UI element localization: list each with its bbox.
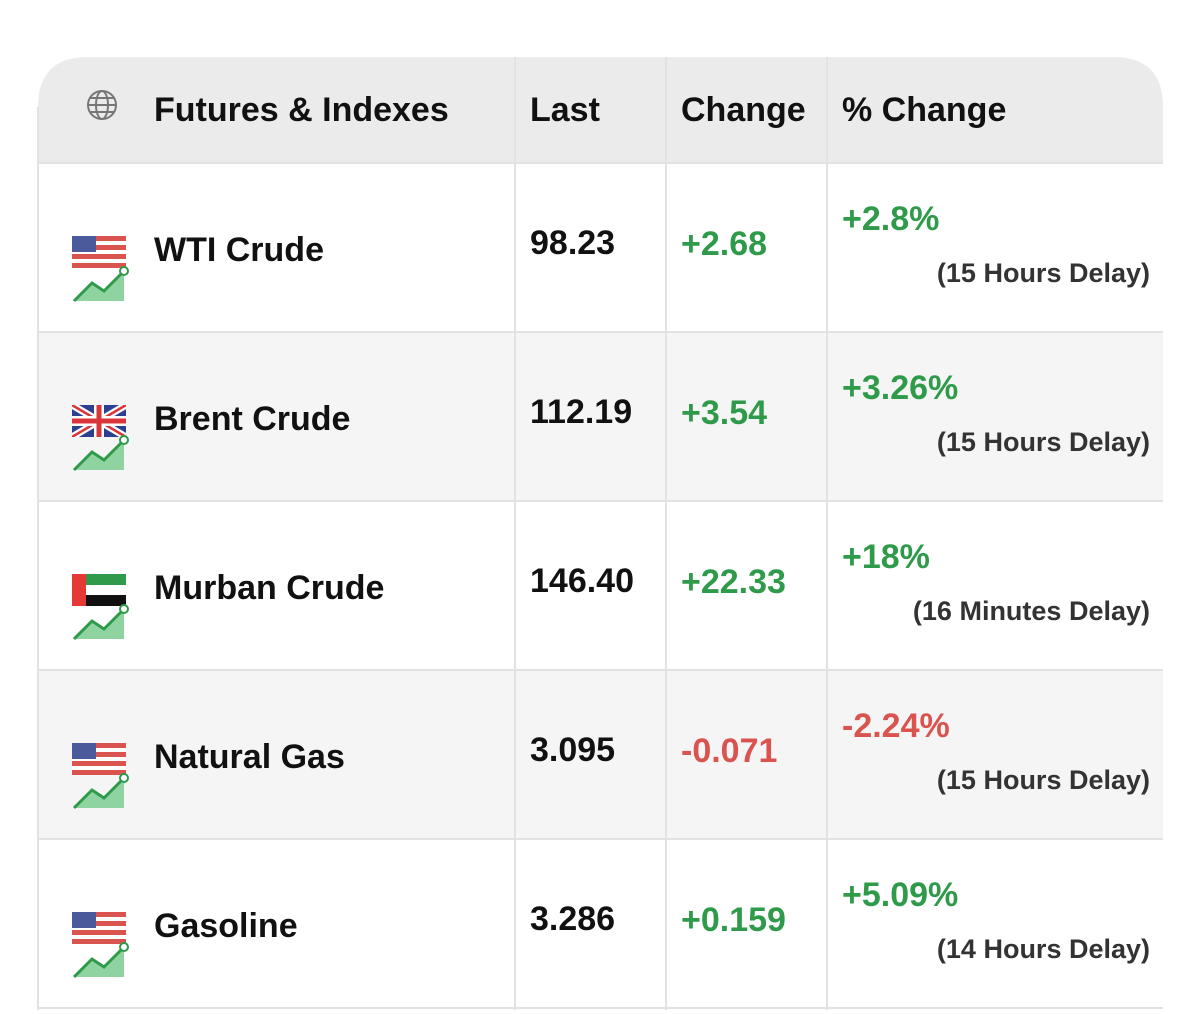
change-value: +3.54: [681, 394, 767, 432]
column-header: % Change: [842, 91, 1006, 129]
header-bg: [38, 57, 1163, 163]
pct-change-value: -2.24%: [842, 707, 950, 745]
column-header: Change: [681, 91, 806, 129]
last-value: 112.19: [530, 393, 632, 431]
last-value: 146.40: [530, 562, 634, 600]
column-header: Last: [530, 91, 600, 129]
pct-change-value: +5.09%: [842, 876, 958, 914]
flag-icon: [72, 405, 126, 437]
instrument-name: Gasoline: [154, 907, 298, 945]
change-value: +0.159: [681, 901, 786, 939]
delay-note: (16 Minutes Delay): [913, 596, 1150, 626]
change-value: -0.071: [681, 732, 777, 770]
pct-change-value: +2.8%: [842, 200, 939, 238]
delay-note: (15 Hours Delay): [937, 427, 1150, 457]
flag-icon: [72, 236, 126, 268]
last-value: 98.23: [530, 224, 615, 262]
instrument-name: Brent Crude: [154, 400, 350, 438]
globe-icon: [87, 90, 117, 120]
row-bg: [38, 332, 1163, 501]
pct-change-value: +3.26%: [842, 369, 958, 407]
flag-icon: [72, 743, 126, 775]
delay-note: (14 Hours Delay): [937, 934, 1150, 964]
last-value: 3.286: [530, 900, 615, 938]
last-value: 3.095: [530, 731, 615, 769]
instrument-name: Natural Gas: [154, 738, 345, 776]
row-bg: [38, 839, 1163, 1008]
delay-note: (15 Hours Delay): [937, 765, 1150, 795]
row-bg: [38, 163, 1163, 332]
change-value: +22.33: [681, 563, 786, 601]
delay-note: (15 Hours Delay): [937, 258, 1150, 288]
instrument-name: WTI Crude: [154, 231, 324, 269]
instrument-name: Murban Crude: [154, 569, 384, 607]
pct-change-value: +18%: [842, 538, 930, 576]
row-bg: [38, 501, 1163, 670]
flag-icon: [72, 912, 126, 944]
column-header: Futures & Indexes: [154, 91, 449, 129]
row-bg: [38, 670, 1163, 839]
flag-icon: [72, 574, 126, 606]
change-value: +2.68: [681, 225, 767, 263]
